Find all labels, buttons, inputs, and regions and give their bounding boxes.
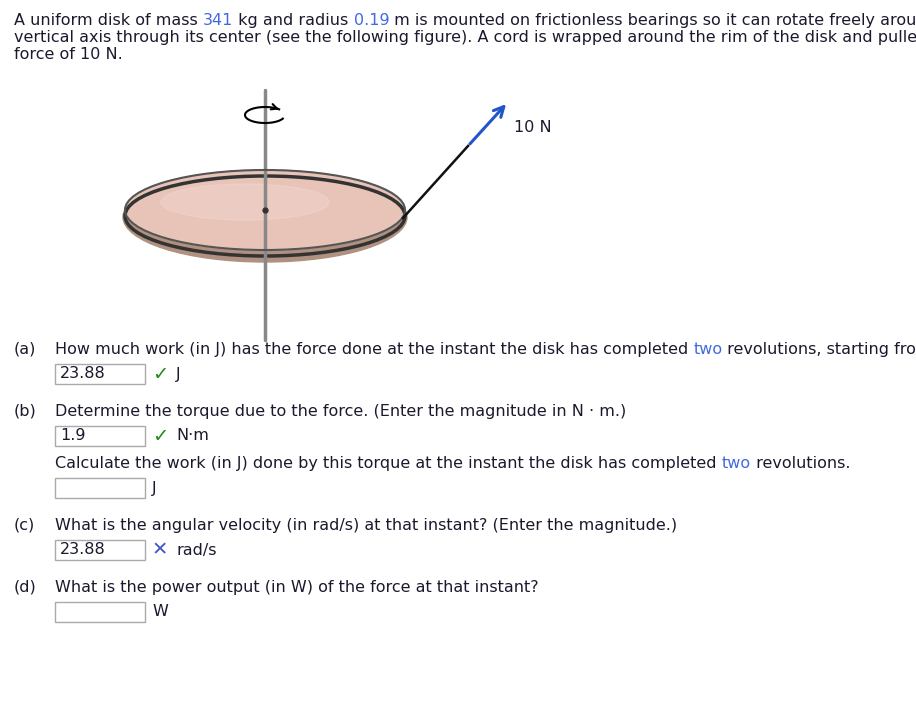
Text: (a): (a): [14, 342, 37, 357]
Text: Determine the torque due to the force. (Enter the magnitude in N · m.): Determine the torque due to the force. (…: [55, 404, 627, 419]
Text: ✓: ✓: [152, 365, 169, 383]
Text: kg and radius: kg and radius: [234, 13, 354, 28]
Text: 23.88: 23.88: [60, 543, 105, 557]
Text: two: two: [693, 342, 723, 357]
FancyBboxPatch shape: [55, 478, 145, 498]
Text: (b): (b): [14, 404, 37, 419]
Text: Calculate the work (in J) done by this torque at the instant the disk has comple: Calculate the work (in J) done by this t…: [55, 456, 722, 471]
Text: vertical axis through its center (see the following figure). A cord is wrapped a: vertical axis through its center (see th…: [14, 30, 916, 45]
FancyBboxPatch shape: [55, 602, 145, 622]
Text: 23.88: 23.88: [60, 366, 105, 381]
Text: How much work (in J) has the force done at the instant the disk has completed: How much work (in J) has the force done …: [55, 342, 693, 357]
Text: J: J: [152, 480, 157, 495]
Text: ✕: ✕: [152, 541, 169, 559]
Text: rad/s: rad/s: [176, 543, 216, 557]
Text: revolutions.: revolutions.: [751, 456, 850, 471]
Ellipse shape: [161, 184, 329, 220]
Text: force of 10 N.: force of 10 N.: [14, 47, 123, 62]
Text: (d): (d): [14, 580, 37, 595]
Text: m is mounted on frictionless bearings so it can rotate freely around a: m is mounted on frictionless bearings so…: [389, 13, 916, 28]
Text: N·m: N·m: [176, 429, 209, 444]
Text: revolutions, starting from rest?: revolutions, starting from rest?: [723, 342, 916, 357]
Text: 341: 341: [202, 13, 234, 28]
Text: ✓: ✓: [152, 426, 169, 445]
Text: 0.19: 0.19: [354, 13, 389, 28]
Text: What is the power output (in W) of the force at that instant?: What is the power output (in W) of the f…: [55, 580, 539, 595]
Text: A uniform disk of mass: A uniform disk of mass: [14, 13, 202, 28]
Text: J: J: [176, 366, 180, 381]
Text: What is the angular velocity (in rad/s) at that instant? (Enter the magnitude.): What is the angular velocity (in rad/s) …: [55, 518, 677, 533]
Ellipse shape: [125, 170, 405, 250]
FancyBboxPatch shape: [55, 364, 145, 384]
Text: W: W: [152, 605, 168, 620]
FancyBboxPatch shape: [55, 426, 145, 446]
Text: two: two: [722, 456, 751, 471]
Text: 1.9: 1.9: [60, 429, 85, 444]
FancyBboxPatch shape: [55, 540, 145, 560]
Text: 10 N: 10 N: [514, 120, 551, 135]
Ellipse shape: [123, 172, 407, 262]
Text: (c): (c): [14, 518, 35, 533]
